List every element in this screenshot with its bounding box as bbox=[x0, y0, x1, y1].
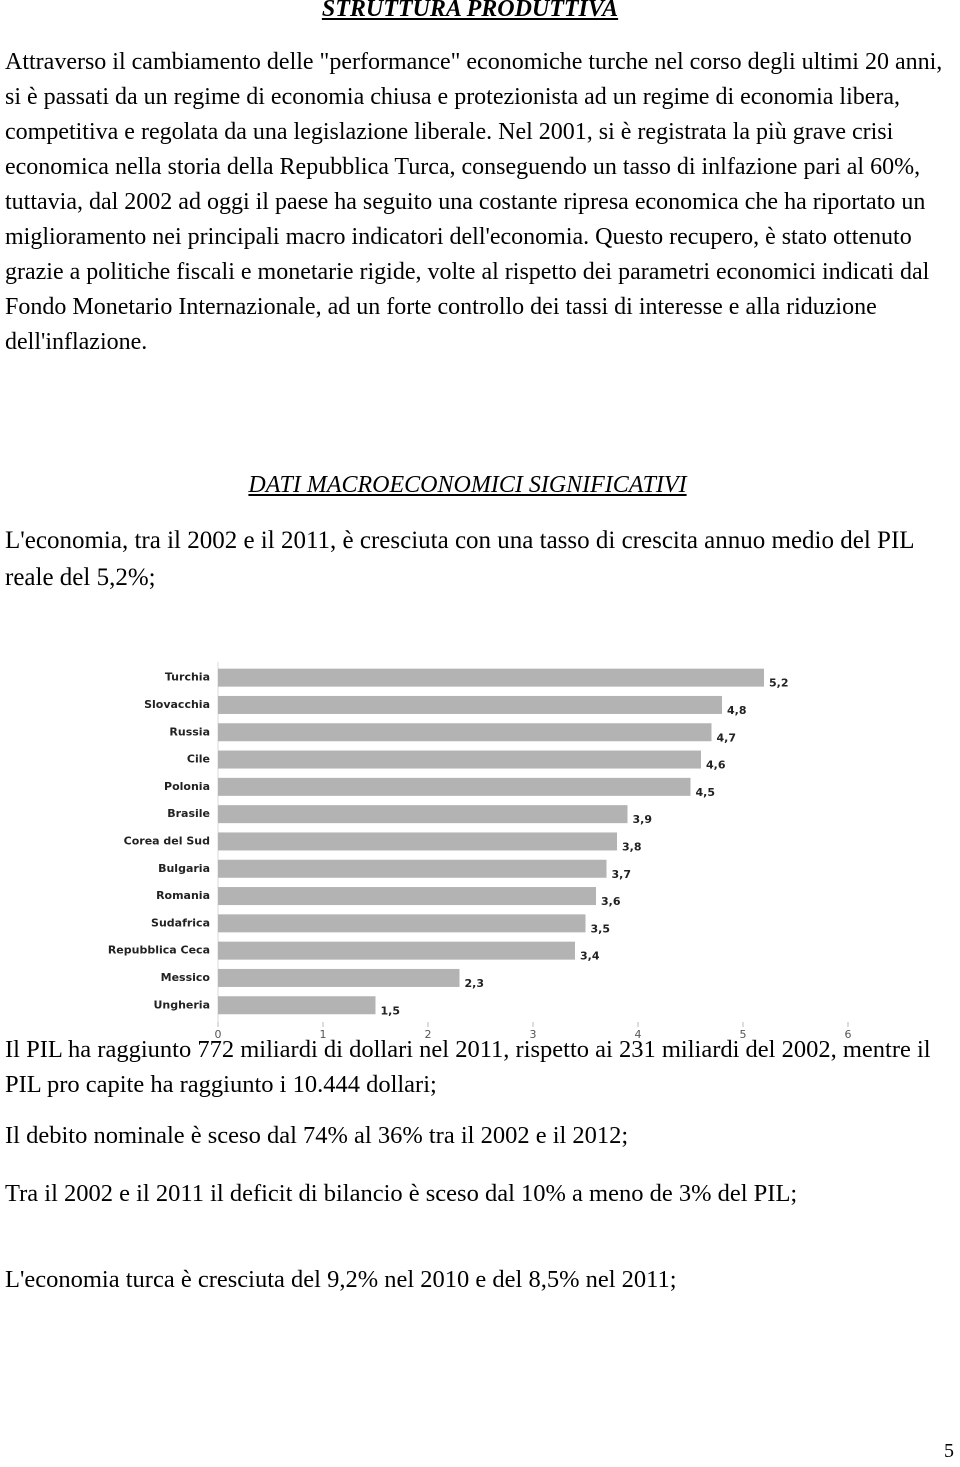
title: STRUTTURA PRODUTTIVA bbox=[321, 0, 619, 22]
category-label: Romania bbox=[156, 889, 210, 902]
category-label: Turchia bbox=[165, 671, 210, 684]
intro: Attraverso il cambiamento delle "perform… bbox=[5, 49, 943, 355]
value-label: 1,5 bbox=[381, 1004, 401, 1017]
bar bbox=[218, 996, 376, 1015]
bar bbox=[218, 695, 722, 714]
x-tick-label: 4 bbox=[635, 1028, 642, 1041]
value-label: 3,7 bbox=[612, 868, 632, 881]
bar bbox=[218, 968, 460, 987]
fact: L'economia turca è cresciuta del 9,2% ne… bbox=[5, 1266, 677, 1293]
x-tick-label: 2 bbox=[425, 1028, 432, 1041]
value-label: 4,8 bbox=[727, 704, 747, 717]
value-label: 3,5 bbox=[591, 922, 611, 935]
heading: DATI MACROECONOMICI SIGNIFICATIVI bbox=[248, 472, 687, 498]
bar bbox=[218, 805, 628, 824]
fact: Tra il 2002 e il 2011 il deficit di bila… bbox=[5, 1180, 798, 1207]
value-label: 4,7 bbox=[717, 731, 737, 744]
category-label: Bulgaria bbox=[158, 862, 210, 875]
value-label: 5,2 bbox=[769, 677, 789, 690]
bar bbox=[218, 832, 617, 851]
category-label: Corea del Sud bbox=[124, 834, 210, 847]
x-tick-label: 1 bbox=[320, 1028, 327, 1041]
bar bbox=[218, 941, 575, 960]
growth-text: L'economia, tra il 2002 e il 2011, è cre… bbox=[5, 527, 914, 591]
page-number: 5 bbox=[944, 1440, 954, 1462]
x-tick-label: 5 bbox=[740, 1028, 747, 1041]
value-label: 3,9 bbox=[633, 813, 653, 826]
bar bbox=[218, 723, 712, 742]
value-label: 3,4 bbox=[580, 950, 600, 963]
value-label: 3,6 bbox=[601, 895, 621, 908]
value-label: 4,6 bbox=[706, 759, 726, 772]
bar bbox=[218, 750, 701, 769]
bar bbox=[218, 668, 764, 687]
category-label: Polonia bbox=[164, 780, 210, 793]
category-label: Cile bbox=[187, 753, 210, 766]
x-tick-label: 0 bbox=[215, 1028, 222, 1041]
x-tick-label: 3 bbox=[530, 1028, 537, 1041]
bar bbox=[218, 777, 691, 796]
bar bbox=[218, 914, 586, 933]
category-label: Brasile bbox=[167, 807, 210, 820]
value-label: 4,5 bbox=[696, 786, 716, 799]
x-tick-label: 6 bbox=[845, 1028, 852, 1041]
value-label: 2,3 bbox=[465, 977, 485, 990]
category-label: Ungheria bbox=[153, 998, 210, 1011]
value-label: 3,8 bbox=[622, 840, 642, 853]
fact: Il PIL ha raggiunto 772 miliardi di doll… bbox=[5, 1036, 931, 1098]
category-label: Messico bbox=[161, 971, 211, 984]
bar bbox=[218, 859, 607, 878]
fact: Il debito nominale è sceso dal 74% al 36… bbox=[5, 1122, 629, 1149]
bar bbox=[218, 887, 596, 906]
category-label: Repubblica Ceca bbox=[108, 944, 210, 957]
category-label: Slovacchia bbox=[144, 698, 210, 711]
category-label: Sudafrica bbox=[151, 916, 210, 929]
category-label: Russia bbox=[169, 725, 210, 738]
chart: 0 1 2 3 4 5 6 Turchia 5,2 Slovacchia 4,8 Russia 4,7 C… bbox=[108, 662, 852, 1041]
